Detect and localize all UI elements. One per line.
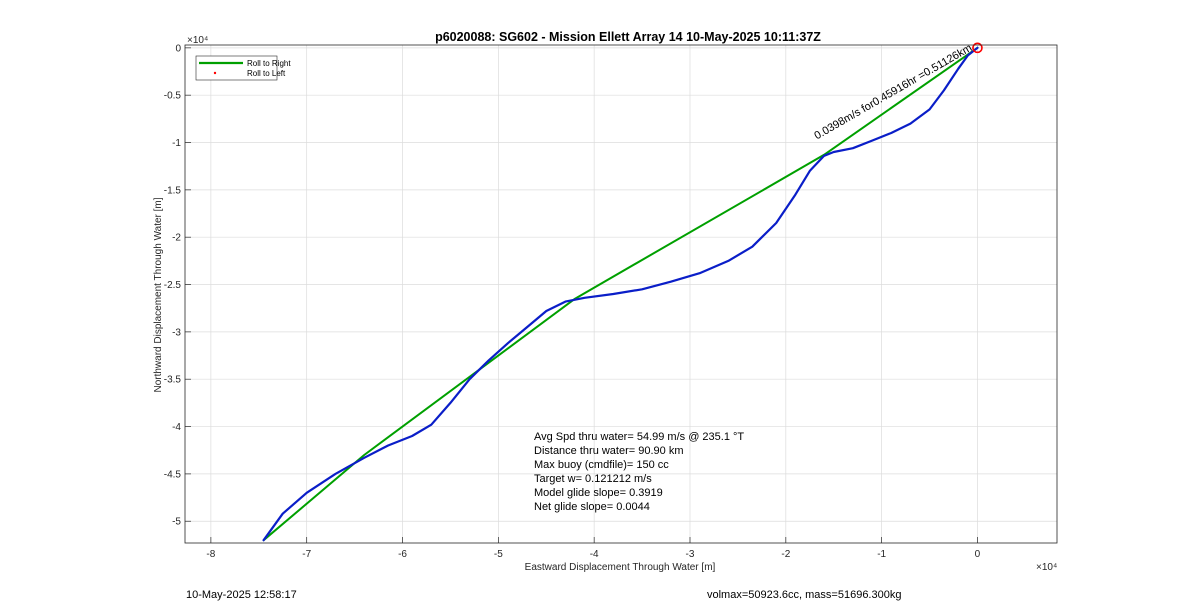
plot-area: [185, 45, 1057, 543]
legend-swatch-roll-left: [213, 71, 217, 75]
chart-title: p6020088: SG602 - Mission Ellett Array 1…: [435, 30, 821, 44]
y-tick-label: -2: [172, 233, 181, 244]
summary-line-model-glide: Model glide slope= 0.3919: [534, 487, 663, 499]
summary-line-target-w: Target w= 0.121212 m/s: [534, 473, 652, 485]
x-tick-label: -2: [781, 549, 790, 560]
x-tick-label: -3: [686, 549, 695, 560]
legend-label-roll-right: Roll to Right: [247, 59, 291, 68]
footer-timestamp: 10-May-2025 12:58:17: [186, 589, 297, 601]
series-line-track: [262, 46, 979, 542]
x-tick-label: -6: [398, 549, 407, 560]
x-tick-label: -4: [590, 549, 599, 560]
x-tick-label: -1: [877, 549, 886, 560]
marker-group: [972, 42, 983, 54]
legend: Roll to Right Roll to Left: [195, 55, 291, 81]
y-tick-label: -4: [172, 422, 181, 433]
x-tick-label: -7: [302, 549, 311, 560]
y-axis-label: Northward Displacement Through Water [m]: [153, 197, 164, 392]
x-axis-label: Eastward Displacement Through Water [m]: [525, 562, 716, 573]
start-marker: [972, 42, 983, 54]
grid-lines: [185, 45, 1057, 543]
plot-frame: [184, 44, 1058, 544]
summary-line-net-glide: Net glide slope= 0.0044: [534, 501, 650, 513]
summary-text-block: Avg Spd thru water= 54.99 m/s @ 235.1 °T…: [534, 431, 744, 513]
x-axis-ticks: -8 -7 -6 -5 -4 -3 -2 -1 0: [206, 537, 981, 560]
summary-line-speed: Avg Spd thru water= 54.99 m/s @ 235.1 °T: [534, 431, 744, 443]
y-axis-ticks: 0 -0.5 -1 -1.5 -2 -2.5 -3 -3.5 -4 -4.5 -5: [164, 43, 191, 528]
y-tick-label: -3.5: [164, 375, 182, 386]
summary-line-distance: Distance thru water= 90.90 km: [534, 445, 684, 457]
y-tick-label: -2.5: [164, 280, 182, 291]
summary-line-buoy: Max buoy (cmdfile)= 150 cc: [534, 459, 669, 471]
legend-box: [195, 55, 278, 81]
x-tick-label: -5: [494, 549, 503, 560]
y-tick-label: -1: [172, 138, 181, 149]
series-group: [262, 46, 979, 542]
footer-params: volmax=50923.6cc, mass=51696.300kg: [707, 589, 902, 601]
y-tick-label: -0.5: [164, 91, 182, 102]
x-tick-label: -8: [206, 549, 215, 560]
y-tick-label: -4.5: [164, 469, 182, 480]
y-tick-label: 0: [175, 43, 181, 54]
x-axis-exponent: ×10⁴: [1036, 562, 1057, 573]
y-tick-label: -3: [172, 327, 181, 338]
legend-label-roll-left: Roll to Left: [247, 69, 286, 78]
y-axis-exponent: ×10⁴: [187, 35, 208, 46]
y-tick-label: -1.5: [164, 185, 182, 196]
y-tick-label: -5: [172, 517, 181, 528]
x-tick-label: 0: [975, 549, 981, 560]
